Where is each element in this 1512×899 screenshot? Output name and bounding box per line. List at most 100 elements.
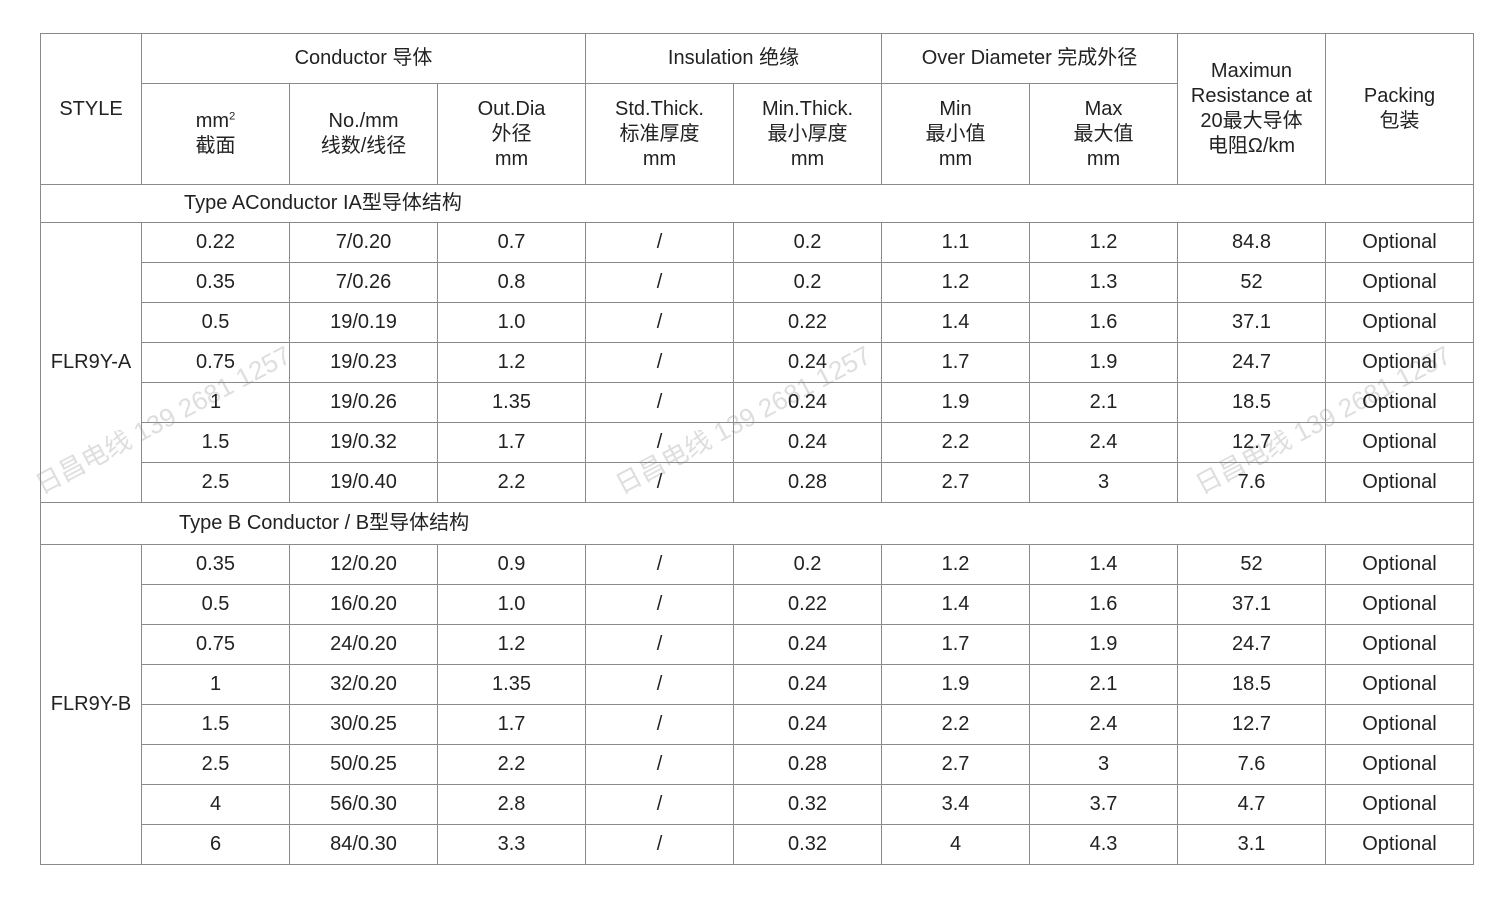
cell-od-min: 1.7 (881, 624, 1030, 665)
header-line: mm (938, 147, 973, 170)
header-line: mm (494, 147, 529, 170)
cell-resistance: 7.6 (1177, 744, 1326, 785)
cell-packing: Optional (1325, 342, 1474, 383)
cell-out-dia: 2.8 (437, 784, 586, 825)
cell-strands: 50/0.25 (289, 744, 438, 785)
cell-min-thick: 0.24 (733, 664, 882, 705)
cell-min-thick: 0.2 (733, 262, 882, 303)
table-row: 1.5 30/0.25 1.7/0.24 2.2 2.4 12.7 Optional (41, 704, 1474, 745)
cell-resistance: 37.1 (1177, 584, 1326, 625)
cell-resistance: 7.6 (1177, 462, 1326, 503)
cell-strands: 32/0.20 (289, 664, 438, 705)
cell-packing: Optional (1325, 664, 1474, 705)
cell-od-max: 2.4 (1029, 704, 1178, 745)
cell-section: 2.5 (141, 744, 290, 785)
cell-section: 0.5 (141, 584, 290, 625)
cell-strands: 30/0.25 (289, 704, 438, 745)
cell-packing: Optional (1325, 704, 1474, 745)
cell-strands: 16/0.20 (289, 584, 438, 625)
cell-od-min: 2.7 (881, 462, 1030, 503)
cell-strands: 19/0.32 (289, 422, 438, 463)
table-row: 1.5 19/0.32 1.7/0.24 2.2 2.4 12.7 Optional (41, 422, 1474, 463)
header-line: Out.Dia (477, 97, 546, 120)
cell-min-thick: 0.24 (733, 382, 882, 423)
cell-strands: 19/0.26 (289, 382, 438, 423)
cell-od-min: 1.4 (881, 302, 1030, 343)
header-out-dia: Out.Dia 外径 mm (437, 83, 586, 185)
cell-od-max: 3 (1029, 744, 1178, 785)
cell-strands: 7/0.26 (289, 262, 438, 303)
header-strands: No./mm 线数/线径 (289, 83, 438, 185)
cell-std-thick: / (585, 704, 734, 745)
cell-resistance: 52 (1177, 262, 1326, 303)
cell-min-thick: 0.2 (733, 544, 882, 585)
cell-resistance: 24.7 (1177, 342, 1326, 383)
cell-od-max: 4.3 (1029, 824, 1178, 865)
cell-resistance: 37.1 (1177, 302, 1326, 343)
cell-od-max: 2.1 (1029, 664, 1178, 705)
cell-std-thick: / (585, 544, 734, 585)
cell-std-thick: / (585, 262, 734, 303)
cell-packing: Optional (1325, 624, 1474, 665)
cell-strands: 19/0.40 (289, 462, 438, 503)
header-conductor: Conductor 导体 (141, 33, 586, 84)
table-row: 6 84/0.30 3.3/0.32 4 4.3 3.1 Optional (41, 824, 1474, 865)
cell-std-thick: / (585, 624, 734, 665)
header-line: 最小值 (925, 122, 986, 145)
cell-min-thick: 0.28 (733, 462, 882, 503)
cell-od-min: 1.9 (881, 664, 1030, 705)
table-row: 1 19/0.26 1.35/0.24 1.9 2.1 18.5 Optional (41, 382, 1474, 423)
table-row: FLR9Y-A 0.22 7/0.20 0.7/0.2 1.1 1.2 84.8 Option… (40, 222, 1474, 503)
cell-section: 0.35 (141, 544, 290, 585)
cell-min-thick: 0.22 (733, 584, 882, 625)
cell-section: 1 (141, 664, 290, 705)
header-line: Std.Thick. (615, 97, 704, 120)
cell-resistance: 18.5 (1177, 664, 1326, 705)
cell-min-thick: 0.32 (733, 784, 882, 825)
cell-out-dia: 1.0 (437, 302, 586, 343)
cell-od-max: 1.9 (1029, 342, 1178, 383)
cell-section: 0.35 (141, 262, 290, 303)
cell-od-max: 3 (1029, 462, 1178, 503)
table-row: 0.5 19/0.19 1.0/0.22 1.4 1.6 37.1 Optional (41, 302, 1474, 343)
table-row: 2.5 50/0.25 2.2/0.28 2.7 3 7.6 Optional (41, 744, 1474, 785)
cell-std-thick: / (585, 382, 734, 423)
table-row: 4 56/0.30 2.8/0.32 3.4 3.7 4.7 Optional (41, 784, 1474, 825)
cell-section: 2.5 (141, 462, 290, 503)
cell-std-thick: / (585, 584, 734, 625)
table-row: 1 32/0.20 1.35/0.24 1.9 2.1 18.5 Optional (41, 664, 1474, 705)
cell-std-thick: / (585, 422, 734, 463)
cell-out-dia: 0.9 (437, 544, 586, 585)
cell-section: 1.5 (141, 704, 290, 745)
cell-min-thick: 0.28 (733, 744, 882, 785)
cell-out-dia: 0.8 (437, 262, 586, 303)
cell-od-max: 1.9 (1029, 624, 1178, 665)
header-line: 包装 (1379, 110, 1420, 132)
cell-min-thick: 0.24 (733, 704, 882, 745)
cell-min-thick: 0.24 (733, 624, 882, 665)
cell-std-thick: / (585, 222, 734, 263)
cell-section: 0.22 (141, 222, 290, 263)
cell-od-min: 2.2 (881, 704, 1030, 745)
section-title: Type AConductor IA型导体结构 (184, 192, 462, 214)
cell-resistance: 24.7 (1177, 624, 1326, 665)
cell-od-min: 3.4 (881, 784, 1030, 825)
cell-section: 6 (141, 824, 290, 865)
header-line: 最大值 (1073, 122, 1134, 145)
header-line: Max (1084, 97, 1123, 120)
cell-od-min: 1.4 (881, 584, 1030, 625)
header-line: No./mm (328, 110, 399, 132)
cell-resistance: 84.8 (1177, 222, 1326, 263)
cell-out-dia: 0.7 (437, 222, 586, 263)
header-insulation: Insulation 绝缘 (585, 33, 882, 84)
header-packing: Packing 包装 (1325, 33, 1474, 185)
cell-min-thick: 0.32 (733, 824, 882, 865)
section-title-row: Type B Conductor / B型导体结构 (40, 502, 1474, 545)
cell-packing: Optional (1325, 744, 1474, 785)
cell-strands: 24/0.20 (289, 624, 438, 665)
cell-od-max: 1.6 (1029, 302, 1178, 343)
header-line: 线数/线径 (320, 135, 407, 157)
header-line: 电阻Ω/km (1207, 135, 1296, 157)
cell-std-thick: / (585, 664, 734, 705)
cell-od-max: 1.3 (1029, 262, 1178, 303)
